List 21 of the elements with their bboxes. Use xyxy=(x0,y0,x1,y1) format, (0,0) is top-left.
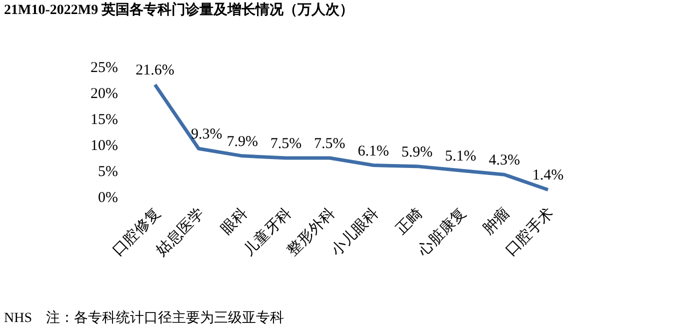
y-tick-label: 20% xyxy=(90,86,118,102)
data-label: 21.6% xyxy=(136,62,174,79)
title: 21M10-2022M9 英国各专科门诊量及增长情况（万人次） xyxy=(4,3,354,18)
data-label: 7.5% xyxy=(314,136,346,152)
data-label: 1.4% xyxy=(532,168,564,184)
data-label: 5.1% xyxy=(445,148,476,164)
x-tick-label: 正畸 xyxy=(393,206,426,238)
data-label: 5.9% xyxy=(401,144,433,160)
data-label: 9.3% xyxy=(191,126,222,143)
annotation: NHS 注：各专科统计口径主要为三级亚专科 xyxy=(4,311,284,326)
x-tick-label: 肿瘤 xyxy=(480,204,514,238)
x-tick-label: 眼科 xyxy=(218,204,252,238)
data-label: 7.9% xyxy=(226,134,258,150)
data-label: 6.1% xyxy=(358,143,389,160)
y-tick-label: 5% xyxy=(98,164,118,180)
y-tick-label: 10% xyxy=(90,138,118,154)
data-label: 7.5% xyxy=(270,136,302,152)
y-tick-label: 25% xyxy=(90,60,118,76)
data-label: 4.3% xyxy=(488,152,520,169)
y-tick-label: 0% xyxy=(98,190,118,206)
y-tick-label: 15% xyxy=(90,112,118,128)
